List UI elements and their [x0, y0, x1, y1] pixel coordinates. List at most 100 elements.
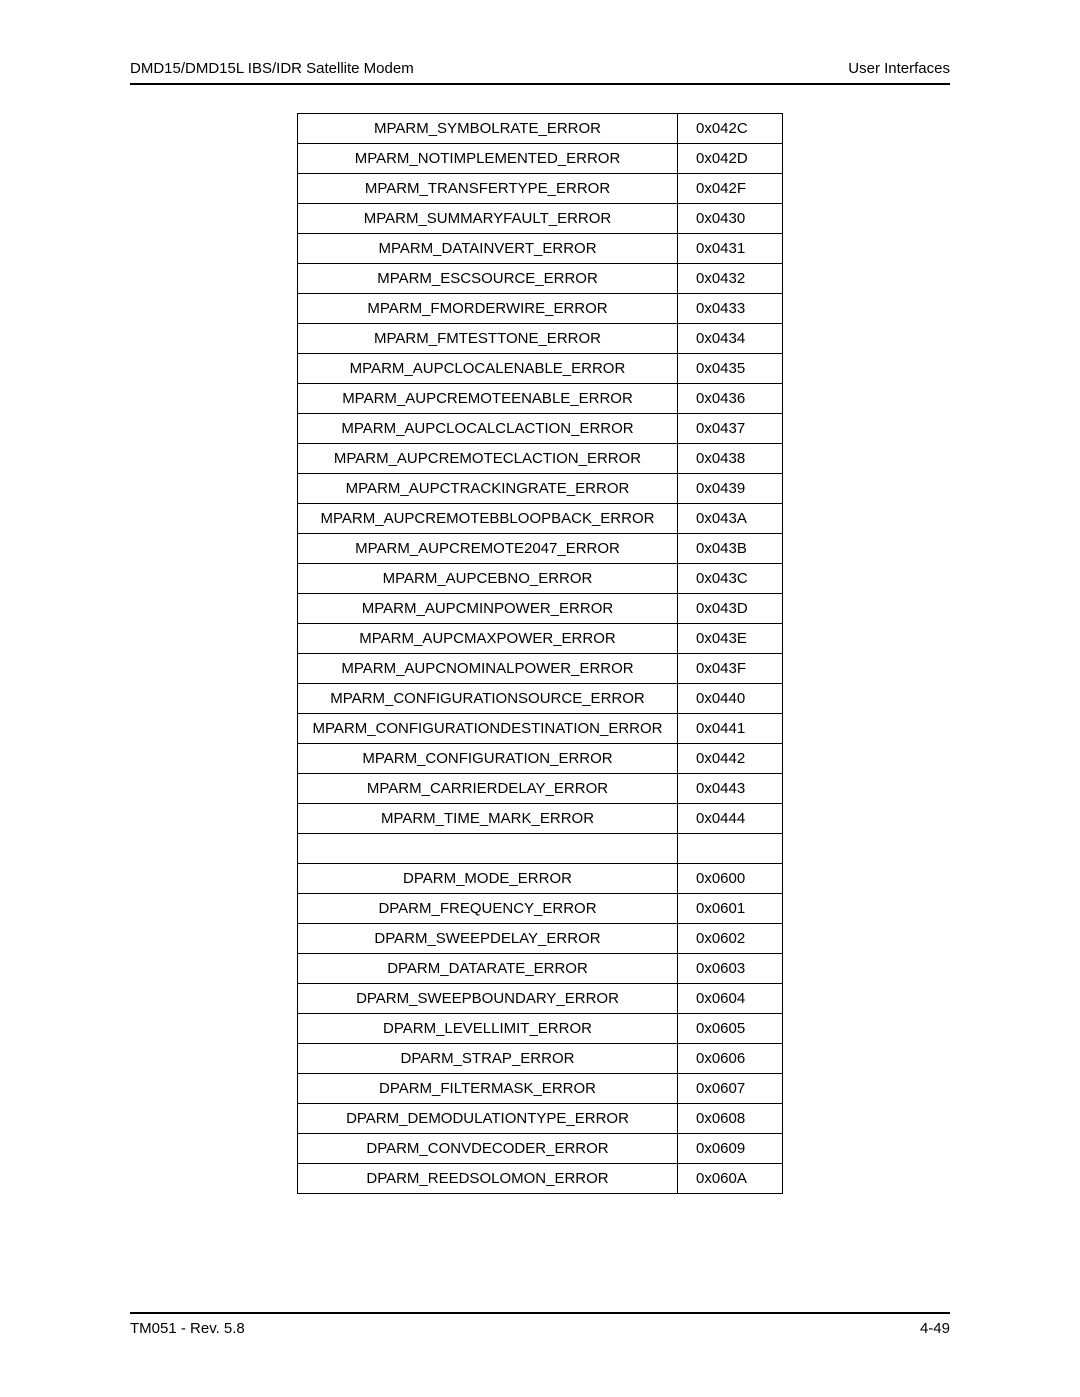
error-code-cell: 0x043C	[678, 564, 783, 594]
table-row: DPARM_SWEEPDELAY_ERROR0x0602	[298, 924, 783, 954]
table-container: MPARM_SYMBOLRATE_ERROR0x042CMPARM_NOTIMP…	[130, 113, 950, 1194]
table-row: MPARM_AUPCTRACKINGRATE_ERROR0x0439	[298, 474, 783, 504]
error-code-cell: 0x043A	[678, 504, 783, 534]
error-name-cell: MPARM_SUMMARYFAULT_ERROR	[298, 204, 678, 234]
table-row: MPARM_AUPCLOCALCLACTION_ERROR0x0437	[298, 414, 783, 444]
error-name-cell: DPARM_CONVDECODER_ERROR	[298, 1134, 678, 1164]
table-row: MPARM_FMORDERWIRE_ERROR0x0433	[298, 294, 783, 324]
table-row: MPARM_AUPCMAXPOWER_ERROR0x043E	[298, 624, 783, 654]
table-row: DPARM_LEVELLIMIT_ERROR0x0605	[298, 1014, 783, 1044]
error-code-cell: 0x043E	[678, 624, 783, 654]
error-code-cell: 0x0439	[678, 474, 783, 504]
error-name-cell: DPARM_FILTERMASK_ERROR	[298, 1074, 678, 1104]
table-row	[298, 834, 783, 864]
footer-left: TM051 - Rev. 5.8	[130, 1320, 245, 1337]
error-name-cell: MPARM_DATAINVERT_ERROR	[298, 234, 678, 264]
error-code-cell: 0x0444	[678, 804, 783, 834]
error-name-cell: MPARM_CONFIGURATIONSOURCE_ERROR	[298, 684, 678, 714]
error-code-cell: 0x0437	[678, 414, 783, 444]
error-name-cell: MPARM_AUPCEBNO_ERROR	[298, 564, 678, 594]
error-codes-table: MPARM_SYMBOLRATE_ERROR0x042CMPARM_NOTIMP…	[297, 113, 783, 1194]
error-name-cell: MPARM_AUPCREMOTE2047_ERROR	[298, 534, 678, 564]
table-row: MPARM_SYMBOLRATE_ERROR0x042C	[298, 114, 783, 144]
error-code-cell: 0x0605	[678, 1014, 783, 1044]
table-row: MPARM_AUPCMINPOWER_ERROR0x043D	[298, 594, 783, 624]
error-name-cell: MPARM_CARRIERDELAY_ERROR	[298, 774, 678, 804]
error-name-cell: MPARM_TRANSFERTYPE_ERROR	[298, 174, 678, 204]
error-name-cell: DPARM_FREQUENCY_ERROR	[298, 894, 678, 924]
error-name-cell: DPARM_REEDSOLOMON_ERROR	[298, 1164, 678, 1194]
error-code-cell: 0x0434	[678, 324, 783, 354]
error-code-cell: 0x042C	[678, 114, 783, 144]
table-row: MPARM_CONFIGURATION_ERROR0x0442	[298, 744, 783, 774]
table-row: MPARM_AUPCNOMINALPOWER_ERROR0x043F	[298, 654, 783, 684]
error-code-cell: 0x0609	[678, 1134, 783, 1164]
error-name-cell: MPARM_AUPCNOMINALPOWER_ERROR	[298, 654, 678, 684]
error-code-cell: 0x0608	[678, 1104, 783, 1134]
error-name-cell: DPARM_MODE_ERROR	[298, 864, 678, 894]
page-header: DMD15/DMD15L IBS/IDR Satellite Modem Use…	[130, 60, 950, 85]
error-code-cell: 0x042D	[678, 144, 783, 174]
error-name-cell: MPARM_FMORDERWIRE_ERROR	[298, 294, 678, 324]
error-name-cell: DPARM_LEVELLIMIT_ERROR	[298, 1014, 678, 1044]
error-code-cell: 0x0442	[678, 744, 783, 774]
error-name-cell: MPARM_AUPCLOCALENABLE_ERROR	[298, 354, 678, 384]
error-name-cell: DPARM_STRAP_ERROR	[298, 1044, 678, 1074]
error-code-cell: 0x0602	[678, 924, 783, 954]
table-row: MPARM_AUPCREMOTEENABLE_ERROR0x0436	[298, 384, 783, 414]
error-code-cell: 0x0440	[678, 684, 783, 714]
table-row: DPARM_DEMODULATIONTYPE_ERROR0x0608	[298, 1104, 783, 1134]
table-row: MPARM_CONFIGURATIONSOURCE_ERROR0x0440	[298, 684, 783, 714]
table-row: MPARM_AUPCREMOTEBBLOOPBACK_ERROR0x043A	[298, 504, 783, 534]
error-name-cell: DPARM_SWEEPDELAY_ERROR	[298, 924, 678, 954]
error-code-cell: 0x0604	[678, 984, 783, 1014]
error-name-cell: MPARM_AUPCREMOTEENABLE_ERROR	[298, 384, 678, 414]
error-code-cell: 0x0435	[678, 354, 783, 384]
error-code-cell: 0x0432	[678, 264, 783, 294]
error-code-cell	[678, 834, 783, 864]
error-code-cell: 0x0436	[678, 384, 783, 414]
table-row: MPARM_TRANSFERTYPE_ERROR0x042F	[298, 174, 783, 204]
table-row: MPARM_FMTESTTONE_ERROR0x0434	[298, 324, 783, 354]
error-code-cell: 0x043D	[678, 594, 783, 624]
table-row: DPARM_CONVDECODER_ERROR0x0609	[298, 1134, 783, 1164]
error-name-cell: DPARM_DEMODULATIONTYPE_ERROR	[298, 1104, 678, 1134]
table-row: MPARM_AUPCEBNO_ERROR0x043C	[298, 564, 783, 594]
table-row: MPARM_NOTIMPLEMENTED_ERROR0x042D	[298, 144, 783, 174]
error-code-cell: 0x042F	[678, 174, 783, 204]
error-code-cell: 0x0431	[678, 234, 783, 264]
error-code-cell: 0x0600	[678, 864, 783, 894]
table-row: MPARM_ESCSOURCE_ERROR0x0432	[298, 264, 783, 294]
error-name-cell: MPARM_AUPCMAXPOWER_ERROR	[298, 624, 678, 654]
table-row: MPARM_DATAINVERT_ERROR0x0431	[298, 234, 783, 264]
table-row: MPARM_AUPCREMOTE2047_ERROR0x043B	[298, 534, 783, 564]
table-row: MPARM_CARRIERDELAY_ERROR0x0443	[298, 774, 783, 804]
error-code-cell: 0x0607	[678, 1074, 783, 1104]
error-name-cell: MPARM_FMTESTTONE_ERROR	[298, 324, 678, 354]
error-name-cell: MPARM_AUPCMINPOWER_ERROR	[298, 594, 678, 624]
table-row: MPARM_AUPCREMOTECLACTION_ERROR0x0438	[298, 444, 783, 474]
footer-right: 4-49	[920, 1320, 950, 1337]
error-name-cell: DPARM_DATARATE_ERROR	[298, 954, 678, 984]
page-footer: TM051 - Rev. 5.8 4-49	[130, 1312, 950, 1337]
error-name-cell: MPARM_CONFIGURATION_ERROR	[298, 744, 678, 774]
error-code-cell: 0x0603	[678, 954, 783, 984]
error-name-cell: MPARM_AUPCREMOTECLACTION_ERROR	[298, 444, 678, 474]
header-right: User Interfaces	[848, 60, 950, 77]
table-row: DPARM_DATARATE_ERROR0x0603	[298, 954, 783, 984]
error-code-cell: 0x0433	[678, 294, 783, 324]
error-code-cell: 0x0441	[678, 714, 783, 744]
error-name-cell: MPARM_AUPCREMOTEBBLOOPBACK_ERROR	[298, 504, 678, 534]
error-name-cell: MPARM_TIME_MARK_ERROR	[298, 804, 678, 834]
table-row: MPARM_AUPCLOCALENABLE_ERROR0x0435	[298, 354, 783, 384]
table-row: DPARM_MODE_ERROR0x0600	[298, 864, 783, 894]
error-code-cell: 0x0438	[678, 444, 783, 474]
error-code-cell: 0x043B	[678, 534, 783, 564]
document-page: DMD15/DMD15L IBS/IDR Satellite Modem Use…	[0, 0, 1080, 1397]
table-row: DPARM_STRAP_ERROR0x0606	[298, 1044, 783, 1074]
table-row: DPARM_REEDSOLOMON_ERROR0x060A	[298, 1164, 783, 1194]
error-name-cell: MPARM_AUPCLOCALCLACTION_ERROR	[298, 414, 678, 444]
table-row: DPARM_FILTERMASK_ERROR0x0607	[298, 1074, 783, 1104]
error-code-cell: 0x0601	[678, 894, 783, 924]
error-code-cell: 0x0443	[678, 774, 783, 804]
